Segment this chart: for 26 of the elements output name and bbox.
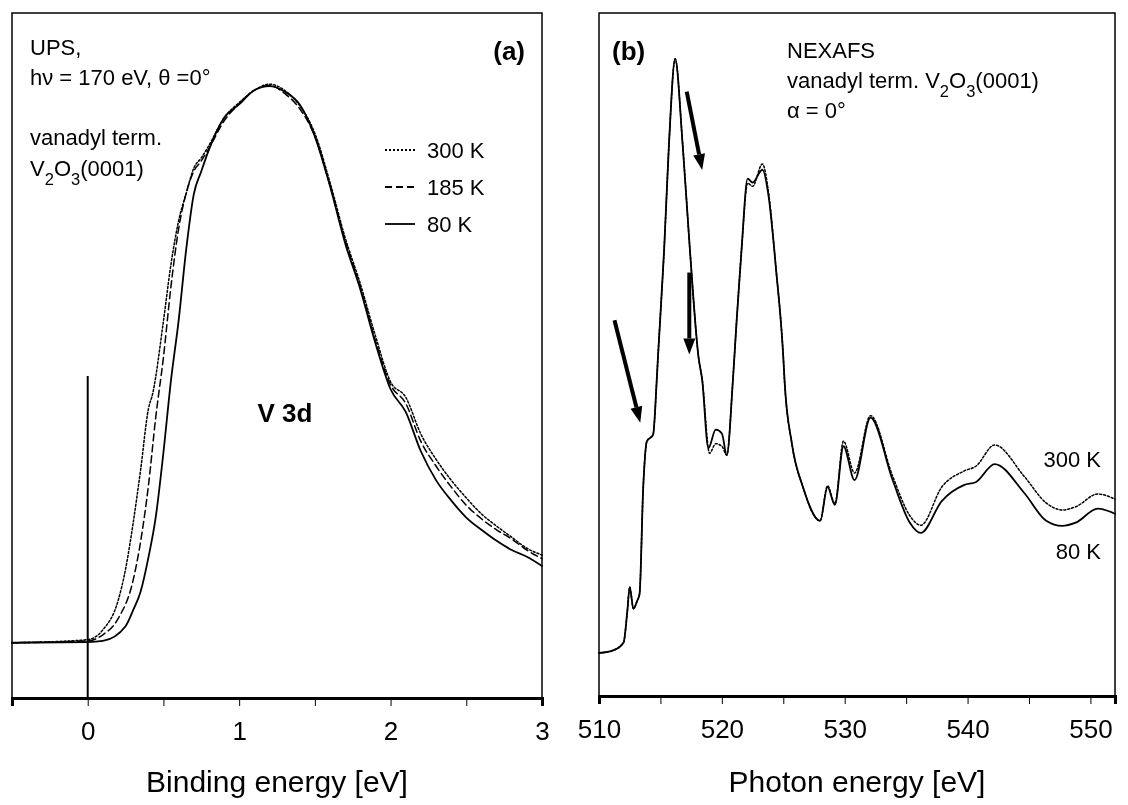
- annotation: vanadyl term.: [30, 125, 163, 150]
- x-tick-label: 530: [823, 714, 867, 745]
- annotation: NEXAFS: [787, 38, 876, 63]
- legend-label: 300 K: [427, 138, 485, 163]
- x-tick-label: 540: [946, 714, 990, 745]
- text: UPS,: [30, 35, 82, 60]
- x-tick-label: 0: [80, 716, 96, 747]
- x-tick-label: 520: [700, 714, 745, 745]
- x-axis-title: Binding energy [eV]: [146, 765, 408, 798]
- annotation: V 3d: [257, 398, 313, 428]
- x-tick-label: 510: [577, 714, 622, 745]
- legend-label: 80 K: [427, 212, 473, 237]
- legend-label: 185 K: [427, 175, 485, 200]
- annotation: vanadyl term. V$_{2}$O$_{3}$(0001): [787, 68, 1039, 100]
- x-tick-label: 3: [535, 716, 550, 747]
- x-tick-label: 2: [383, 716, 399, 747]
- x-tick-label: 550: [1069, 714, 1113, 745]
- annotation: V$_{2}$O$_{3}$(0001): [30, 156, 144, 188]
- annotation: hν = 170 eV, θ =0°: [30, 65, 211, 90]
- x-axis-title: Photon energy [eV]: [728, 765, 986, 798]
- annotation: α = 0°: [787, 98, 846, 123]
- series-label: 80 K: [1055, 538, 1102, 564]
- x-tick-label: 1: [232, 716, 247, 747]
- text: (a): [493, 36, 525, 66]
- series-label: 300 K: [1043, 447, 1102, 473]
- annotation: (b): [612, 36, 646, 66]
